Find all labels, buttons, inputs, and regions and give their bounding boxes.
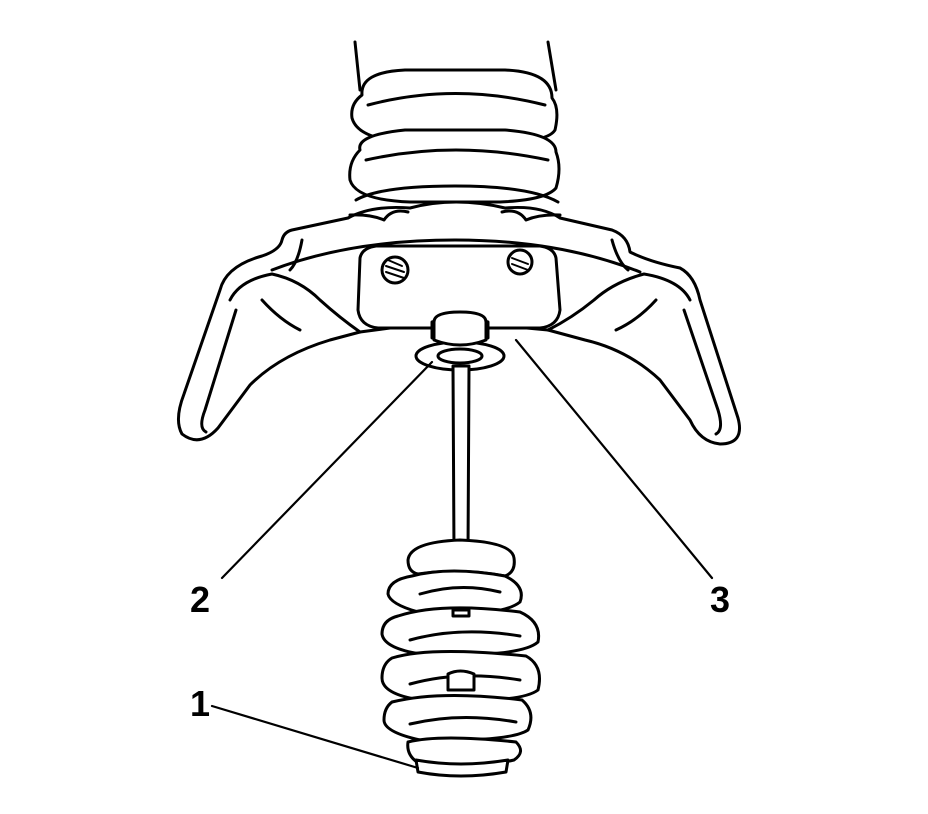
- mount-plate: [356, 244, 562, 330]
- leader-line-3: [514, 338, 714, 580]
- callout-2: 2: [190, 579, 210, 620]
- tool-end-cap: [414, 758, 510, 778]
- leader-lines: [210, 338, 714, 770]
- strut-upper-body: [348, 40, 561, 204]
- bolt-head-left: [380, 255, 410, 285]
- leader-line-2: [220, 360, 434, 580]
- callout-1: 1: [190, 683, 210, 724]
- callout-3: 3: [710, 579, 730, 620]
- coil-spring-tool: [380, 538, 541, 778]
- bolt-head-right: [506, 248, 534, 276]
- leader-line-1: [210, 704, 420, 770]
